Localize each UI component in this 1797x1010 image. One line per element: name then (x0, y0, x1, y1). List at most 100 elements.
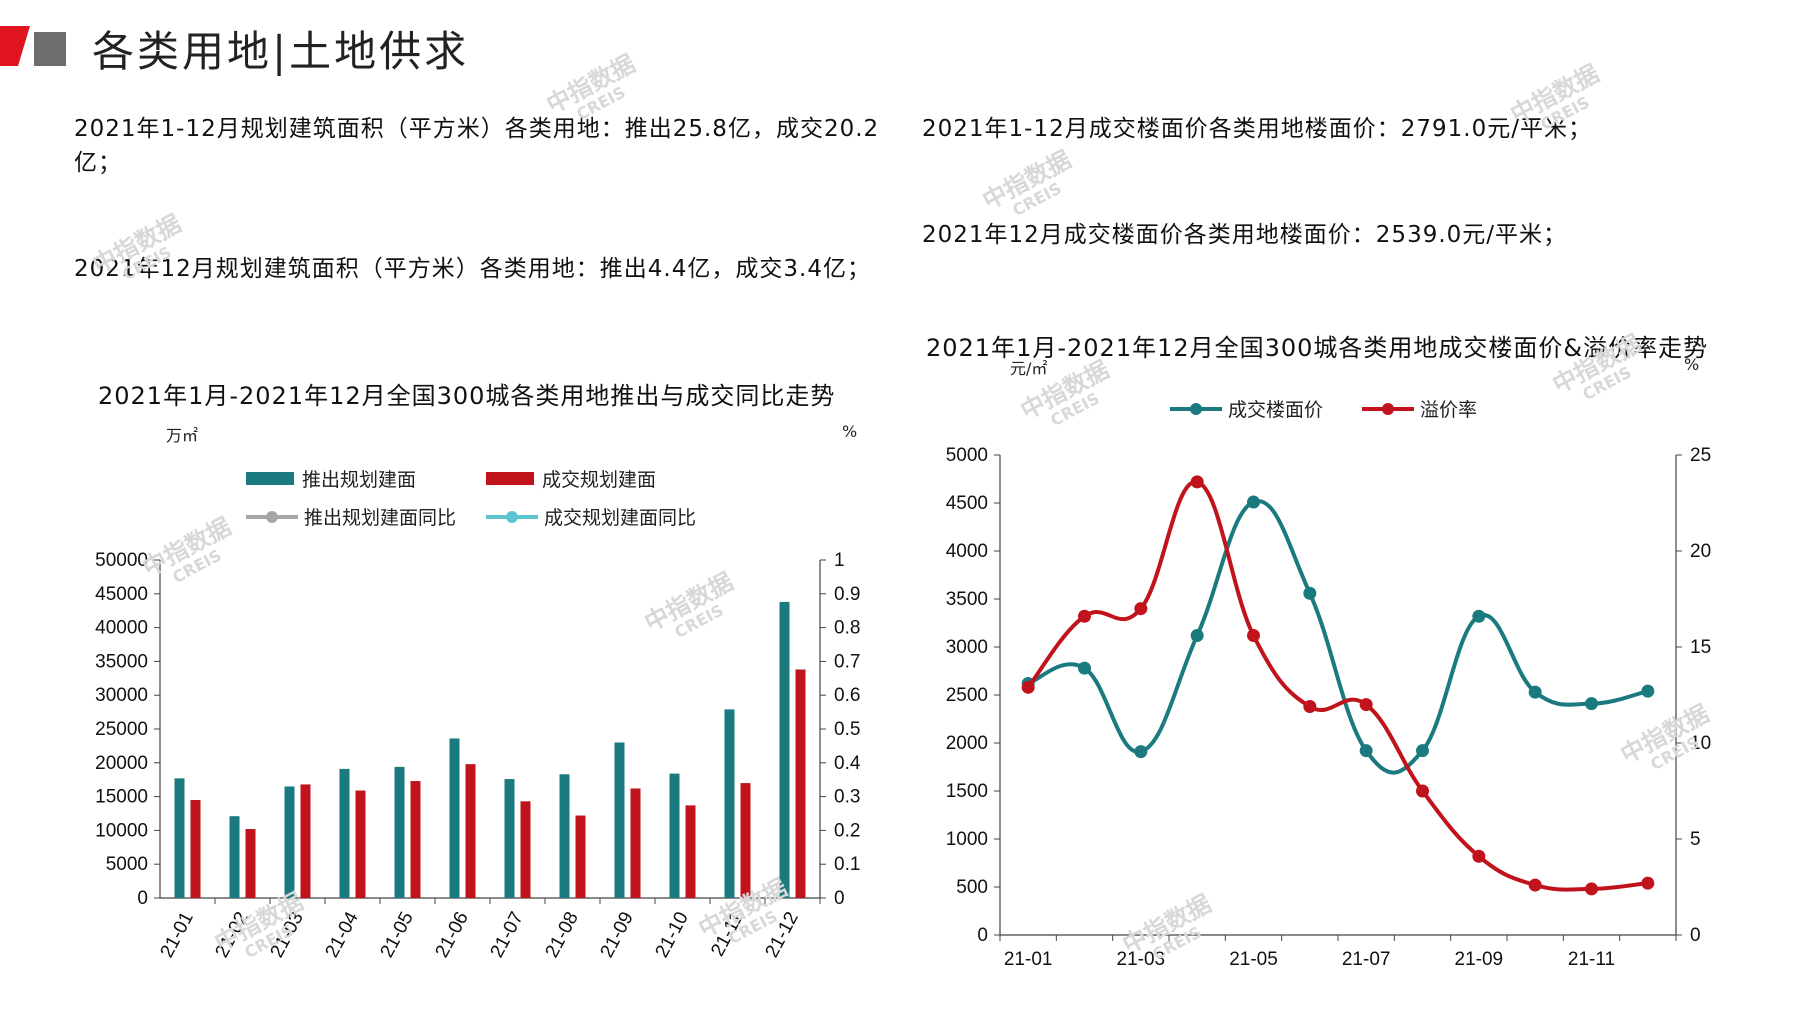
header-logo (0, 26, 70, 66)
legend-item-supply-yoy: 推出规划建面同比 (246, 503, 456, 530)
point-premium (1472, 849, 1486, 863)
legend-swatch-deal-yoy (486, 510, 538, 523)
point-premium (1359, 698, 1373, 712)
x-tick-label: 21-01 (1004, 949, 1053, 970)
left-y-tick-label: 2500 (946, 685, 988, 706)
logo-icon (0, 26, 66, 66)
left-y-tick-label: 5000 (106, 854, 148, 875)
legend-swatch-supply-yoy (246, 510, 298, 523)
summary-left-1: 2021年1-12月规划建筑面积（平方米）各类用地：推出25.8亿，成交20.2… (74, 116, 880, 176)
right-chart-title: 2021年1月-2021年12月全国300城各类用地成交楼面价&溢价率走势 (926, 334, 1709, 362)
legend-label-price: 成交楼面价 (1228, 399, 1324, 421)
point-premium (1247, 628, 1260, 642)
bar-supply (174, 778, 185, 898)
bar-supply (559, 774, 570, 898)
legend-swatch-deal (486, 472, 534, 485)
bar-deal (190, 799, 201, 898)
point-premium (1641, 876, 1655, 890)
right-y-tick-label: 0 (834, 888, 845, 909)
summary-right-2: 2021年12月成交楼面价各类用地楼面价：2539.0元/平米； (922, 222, 1568, 248)
left-y-tick-label: 35000 (95, 651, 148, 672)
right-y-tick-label: 0.4 (834, 753, 861, 774)
point-price (1303, 586, 1317, 600)
legend-item-deal-area: 成交规划建面 (486, 465, 656, 492)
legend-label-premium: 溢价率 (1420, 399, 1478, 421)
point-price (1472, 609, 1486, 623)
left-y-tick-label: 0 (977, 925, 988, 946)
page-title: 各类用地|土地供求 (92, 27, 470, 76)
right-chart-left-unit: 元/㎡ (1010, 359, 1048, 378)
legend-swatch-premium (1362, 402, 1414, 415)
bar-supply (449, 738, 460, 898)
right-y-tick-label: 0.2 (834, 820, 860, 841)
legend-swatch-supply (246, 472, 294, 485)
x-tick-label: 21-03 (1117, 949, 1166, 970)
legend-swatch-price (1170, 402, 1222, 415)
right-y-tick-label: 0.8 (834, 618, 860, 639)
bar-supply (614, 742, 625, 898)
bar-supply (779, 601, 790, 898)
point-premium (1190, 475, 1204, 489)
point-price (1134, 745, 1148, 759)
x-tick-label: 21-11 (1568, 949, 1615, 970)
price-premium-line-chart: 0 500 1000 1500 2000 2500 3000 3500 4000 4500 5000… (946, 445, 1711, 970)
left-y-tick-label: 40000 (95, 618, 148, 639)
right-y-tick-label: 0.6 (834, 685, 860, 706)
right-y-tick-label: 0 (1690, 925, 1701, 946)
bar-deal (410, 781, 421, 898)
bar-deal (300, 784, 311, 898)
left-y-tick-label: 4000 (946, 541, 988, 562)
right-y-tick-label: 25 (1690, 445, 1711, 466)
bar-supply (394, 766, 405, 898)
legend-label-deal: 成交规划建面 (542, 469, 657, 491)
right-y-tick-label: 1 (834, 550, 845, 571)
bar-supply (504, 779, 515, 898)
left-y-tick-label: 2000 (946, 733, 988, 754)
supply-deal-bar-chart: 0 5000 10000 15000 20000 25000 30000 35000 40000… (95, 550, 861, 961)
right-y-tick-label: 0.9 (834, 584, 860, 605)
bar-deal (520, 801, 531, 898)
point-premium (1528, 878, 1542, 892)
bar-supply (669, 773, 680, 898)
x-tick-label: 21-06 (432, 908, 473, 961)
right-chart-right-unit: % (1684, 355, 1700, 374)
legend-label-supply: 推出规划建面 (302, 469, 417, 491)
point-premium (1303, 700, 1317, 714)
legend-label-supply-yoy: 推出规划建面同比 (304, 507, 457, 529)
series-line-price (1027, 499, 1649, 775)
point-price (1247, 495, 1260, 509)
x-tick-label: 21-05 (377, 908, 418, 961)
left-y-tick-label: 45000 (95, 584, 148, 605)
left-y-tick-label: 15000 (95, 787, 148, 808)
left-y-tick-label: 1000 (946, 829, 988, 850)
x-tick-label: 21-09 (1455, 949, 1504, 970)
point-price (1078, 661, 1091, 675)
bar-deal (685, 805, 696, 898)
x-tick-label: 21-07 (487, 908, 528, 961)
bar-deal (355, 790, 366, 898)
left-y-tick-label: 5000 (946, 445, 988, 466)
x-tick-label: 21-10 (652, 908, 693, 961)
left-y-tick-label: 0 (137, 888, 148, 909)
legend-item-premium: 溢价率 (1362, 395, 1477, 422)
left-chart-right-unit: % (842, 422, 858, 441)
right-y-tick-label: 0.1 (834, 854, 860, 875)
bar-supply (284, 786, 295, 898)
right-y-tick-label: 0.3 (834, 787, 860, 808)
right-y-tick-label: 0.5 (834, 719, 860, 740)
summary-left-2: 2021年12月规划建筑面积（平方米）各类用地：推出4.4亿，成交3.4亿； (74, 256, 871, 282)
x-tick-label: 21-01 (157, 908, 198, 961)
x-tick-label: 21-04 (322, 908, 364, 961)
legend-item-deal-yoy: 成交规划建面同比 (486, 503, 696, 530)
point-premium (1134, 602, 1148, 616)
point-premium (1585, 882, 1598, 896)
x-tick-label: 21-05 (1229, 949, 1278, 970)
left-chart-left-unit: 万㎡ (166, 426, 199, 445)
right-y-tick-label: 20 (1690, 541, 1711, 562)
legend-item-price: 成交楼面价 (1170, 395, 1323, 422)
x-tick-label: 21-08 (542, 908, 583, 961)
left-y-tick-label: 3500 (946, 589, 988, 610)
left-y-tick-label: 3000 (946, 637, 988, 658)
point-price (1641, 684, 1655, 698)
left-y-tick-label: 25000 (95, 719, 148, 740)
